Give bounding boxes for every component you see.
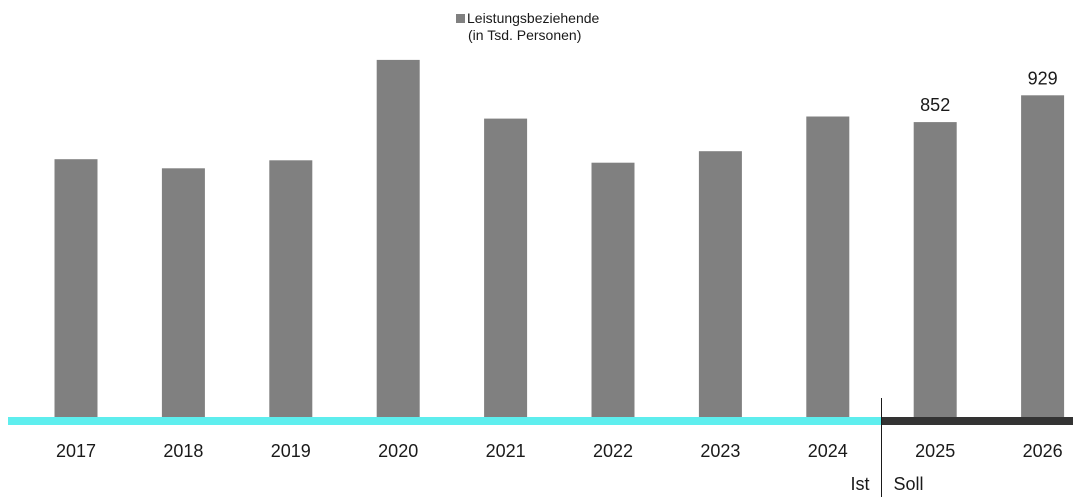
bar (1021, 95, 1064, 418)
legend-unit-label: (in Tsd. Personen) (456, 27, 599, 44)
legend-swatch (456, 14, 465, 23)
data-label: 852 (920, 95, 950, 115)
x-tick-label: 2020 (378, 441, 418, 461)
x-tick-label: 2024 (808, 441, 848, 461)
legend-entry: Leistungsbeziehende (456, 10, 599, 27)
bar (699, 151, 742, 418)
legend: Leistungsbeziehende (in Tsd. Personen) (456, 10, 599, 44)
x-tick-label: 2026 (1023, 441, 1063, 461)
baseline-ist (8, 417, 882, 425)
bar (55, 159, 98, 418)
bar (162, 168, 205, 418)
x-tick-label: 2019 (271, 441, 311, 461)
bar (592, 163, 635, 418)
x-tick-label: 2023 (700, 441, 740, 461)
x-tick-label: 2017 (56, 441, 96, 461)
bar (806, 117, 849, 419)
split-label-soll: Soll (894, 474, 924, 494)
baseline-soll (882, 417, 1073, 425)
split-label-ist: Ist (850, 474, 869, 494)
bar (914, 122, 957, 418)
x-tick-label: 2022 (593, 441, 633, 461)
bar (377, 60, 420, 418)
x-tick-label: 2018 (163, 441, 203, 461)
x-tick-label: 2025 (915, 441, 955, 461)
bar (269, 160, 312, 418)
bar (484, 119, 527, 418)
x-tick-label: 2021 (486, 441, 526, 461)
legend-label: Leistungsbeziehende (467, 10, 599, 26)
data-label: 929 (1028, 68, 1058, 88)
